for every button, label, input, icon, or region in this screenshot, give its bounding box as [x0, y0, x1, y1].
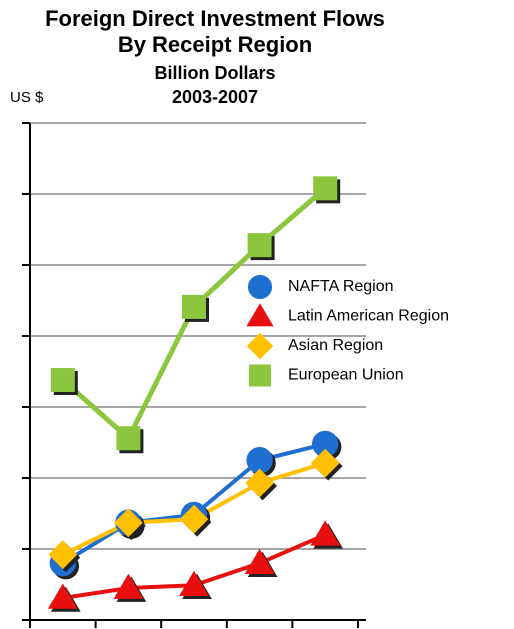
marker	[312, 430, 339, 458]
chart-subtitle: 2003-2007	[172, 87, 258, 107]
marker	[246, 303, 274, 327]
marker	[50, 368, 75, 393]
chart-title: Foreign Direct Investment Flows	[45, 6, 385, 31]
legend-label: Latin American Region	[288, 308, 449, 325]
marker	[244, 548, 275, 574]
marker	[47, 583, 78, 609]
marker	[249, 364, 271, 387]
marker	[310, 448, 340, 478]
marker	[48, 540, 78, 570]
marker	[179, 570, 209, 597]
marker	[310, 520, 341, 546]
chart-title: By Receipt Region	[118, 32, 312, 57]
chart-subtitle: Billion Dollars	[154, 63, 275, 83]
y-axis-label: US $	[10, 89, 44, 106]
marker	[182, 294, 206, 319]
marker	[247, 233, 272, 258]
marker	[113, 573, 144, 599]
marker	[246, 447, 273, 474]
legend-label: Asian Region	[288, 337, 383, 354]
marker	[247, 274, 273, 300]
legend-label: European Union	[288, 367, 404, 384]
marker	[114, 508, 143, 538]
marker	[116, 426, 141, 451]
marker	[245, 468, 274, 498]
legend-label: NAFTA Region	[288, 278, 394, 295]
marker	[313, 176, 338, 201]
marker	[246, 332, 274, 360]
marker	[179, 504, 209, 534]
